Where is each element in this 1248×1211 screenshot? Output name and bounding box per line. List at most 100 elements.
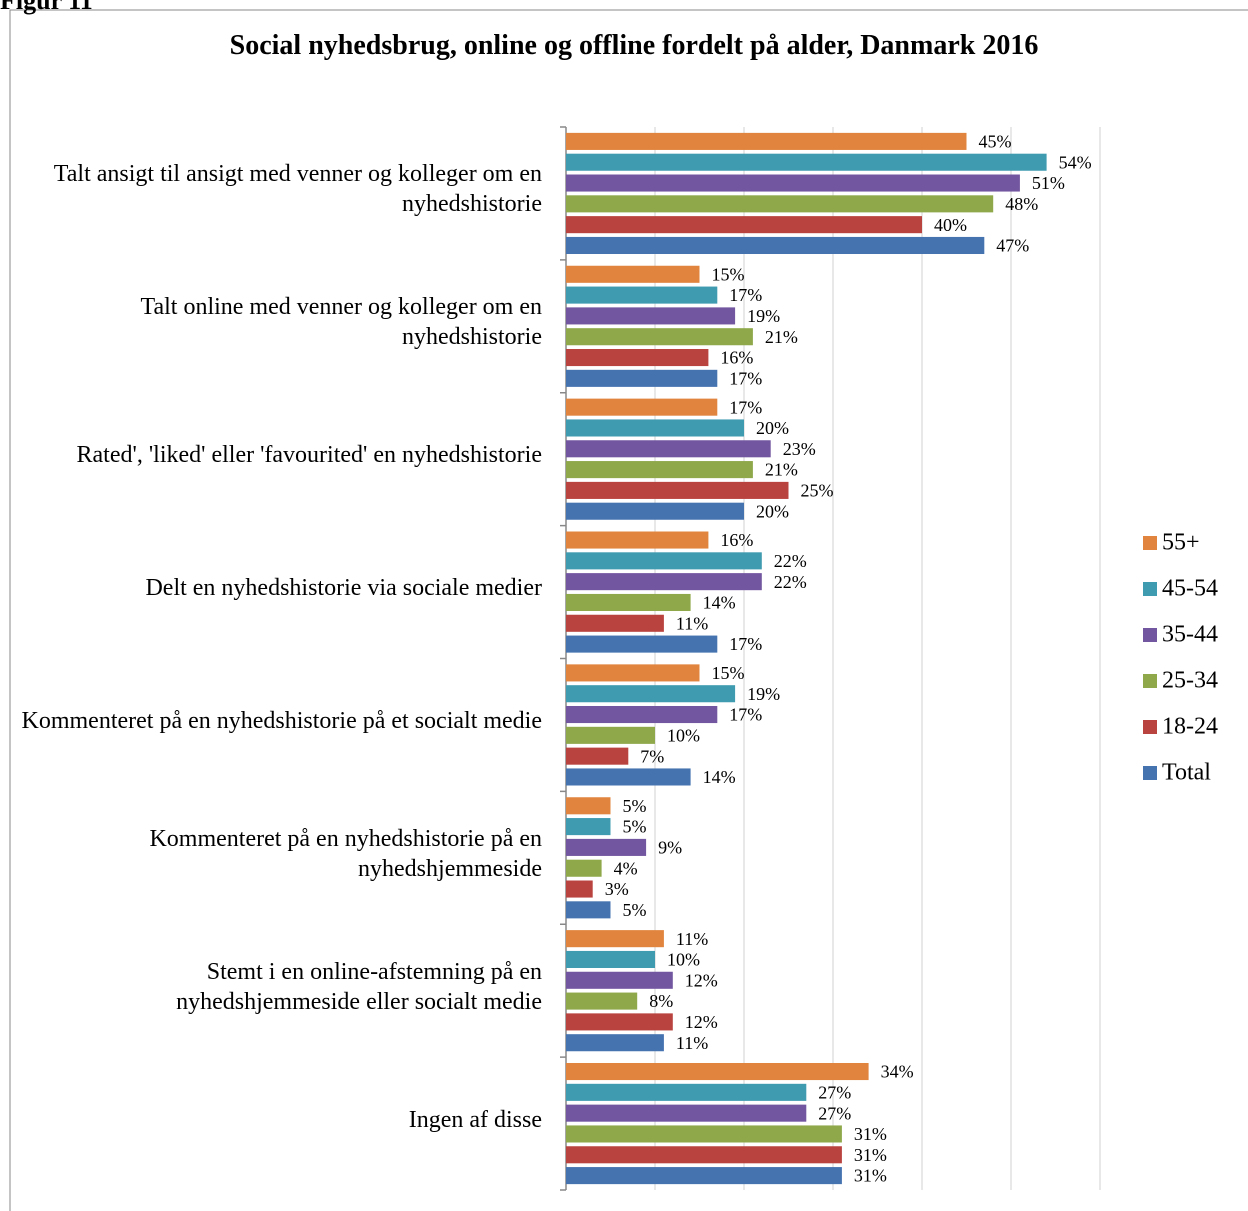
value-label: 12% [685,970,718,990]
legend-swatch [1143,766,1157,780]
bar [566,328,753,346]
value-label: 7% [640,746,664,766]
legend-swatch [1143,536,1157,550]
bar [566,1125,842,1143]
bar [566,705,718,724]
bar [566,950,655,969]
value-label: 17% [729,285,762,305]
value-label: 31% [854,1145,887,1165]
value-label: 21% [765,460,798,480]
bar [566,1062,869,1081]
bar [566,573,762,591]
bar [566,614,664,632]
legend-label: 35-44 [1162,622,1218,648]
value-label: 21% [765,327,798,347]
bar [566,971,673,989]
value-label: 20% [756,501,789,521]
value-label: 31% [854,1166,887,1186]
bar [566,1104,807,1122]
value-label: 11% [676,1033,708,1053]
legend-label: Total [1162,760,1211,786]
value-label: 8% [649,991,673,1011]
category-label: Ingen af disse [408,1106,542,1133]
value-label: 19% [747,306,780,326]
value-label: 5% [623,900,647,920]
bar [566,398,718,416]
bar [566,880,593,898]
bar [566,132,967,150]
bar [566,1083,807,1101]
category-label: Kommenteret på en nyhedshistorie på en n… [149,825,542,882]
figure-label: Figur 11 [0,0,93,15]
bar [566,307,736,325]
value-label: 17% [729,634,762,654]
legend-swatch [1143,674,1157,688]
value-label: 19% [747,684,780,704]
legend-label: 55+ [1162,530,1200,556]
value-label: 5% [623,817,647,837]
legend-swatch [1143,720,1157,734]
value-label: 31% [854,1124,887,1144]
bar [566,286,718,304]
category-label: Rated', 'liked' eller 'favourited' en ny… [76,442,542,469]
value-label: 12% [685,1012,718,1032]
bar [566,747,629,765]
bar [566,236,985,255]
bar [566,818,611,836]
bar [566,440,771,458]
bar [566,481,789,499]
bar [566,1146,842,1164]
value-label: 17% [729,368,762,388]
bar [566,726,655,744]
bar [566,502,744,520]
value-label: 27% [818,1082,851,1102]
value-label: 51% [1032,173,1065,193]
value-label: 11% [676,929,708,949]
bar [566,901,611,919]
value-label: 23% [783,439,816,459]
category-label: Talt ansigt til ansigt med venner og kol… [53,161,542,218]
value-label: 16% [720,530,753,550]
value-label: 4% [614,858,638,878]
value-label: 15% [712,663,745,683]
bar [566,153,1047,171]
category-label: Kommenteret på en nyhedshistorie på et s… [21,707,543,734]
value-label: 14% [703,593,736,613]
bar [566,174,1020,192]
value-label: 17% [729,397,762,417]
bar [566,1013,673,1031]
category-label: Delt en nyhedshistorie via sociale medie… [145,575,542,602]
bar [566,195,994,213]
bar [566,461,753,479]
bar [566,1167,842,1185]
legend-label: 18-24 [1162,714,1218,740]
bar [566,419,744,437]
value-label: 40% [934,215,967,235]
bar [566,838,647,856]
value-label: 11% [676,613,708,633]
value-label: 20% [756,418,789,438]
value-label: 22% [774,551,807,571]
value-label: 27% [818,1103,851,1123]
bar [566,1034,664,1052]
bar [566,797,611,815]
chart-title: Social nyhedsbrug, online og offline for… [229,30,1039,61]
bar [566,685,736,703]
value-label: 9% [658,838,682,858]
legend-label: 25-34 [1162,668,1218,694]
value-label: 3% [605,879,629,899]
category-label: Stemt i en online-afstemning på en nyhed… [176,958,542,1015]
bar [566,369,718,387]
bar [566,593,691,612]
bar [566,348,709,367]
bar [566,930,664,948]
bar [566,859,602,877]
bar [566,531,709,549]
value-label: 5% [623,796,647,816]
bar [566,216,922,234]
legend-label: 45-54 [1162,576,1218,602]
bar [566,265,700,283]
bar [566,664,700,682]
bar [566,635,718,653]
